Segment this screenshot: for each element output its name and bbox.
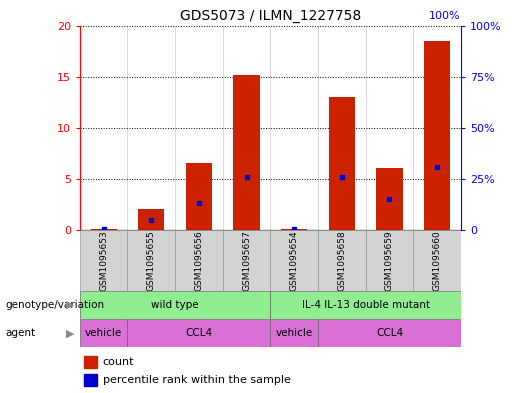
Bar [175, 230, 222, 291]
Title: GDS5073 / ILMN_1227758: GDS5073 / ILMN_1227758 [180, 9, 361, 23]
Bar [270, 230, 318, 291]
Text: GSM1095660: GSM1095660 [433, 230, 441, 291]
Bar [83, 374, 97, 386]
Text: agent: agent [5, 328, 35, 338]
Text: percentile rank within the sample: percentile rank within the sample [102, 375, 290, 385]
Bar [128, 319, 270, 347]
Bar [233, 75, 260, 230]
Bar [138, 209, 164, 230]
Text: CCL4: CCL4 [376, 328, 403, 338]
Bar [80, 291, 270, 319]
Text: genotype/variation: genotype/variation [5, 300, 104, 310]
Bar [376, 167, 403, 230]
Text: GSM1095654: GSM1095654 [290, 230, 299, 291]
Bar [270, 319, 318, 347]
Text: CCL4: CCL4 [185, 328, 213, 338]
Bar [222, 230, 270, 291]
Bar [318, 230, 366, 291]
Text: wild type: wild type [151, 300, 199, 310]
Bar [80, 319, 128, 347]
Text: IL-4 IL-13 double mutant: IL-4 IL-13 double mutant [302, 300, 430, 310]
Text: 100%: 100% [430, 11, 461, 22]
Bar [83, 356, 97, 368]
Bar [80, 230, 128, 291]
Text: count: count [102, 357, 134, 367]
Text: vehicle: vehicle [85, 328, 122, 338]
Bar [413, 230, 461, 291]
Text: vehicle: vehicle [276, 328, 313, 338]
Text: GSM1095655: GSM1095655 [147, 230, 156, 291]
Text: GSM1095656: GSM1095656 [195, 230, 203, 291]
Bar [318, 319, 461, 347]
Bar [128, 230, 175, 291]
Text: GSM1095658: GSM1095658 [337, 230, 346, 291]
Text: ▶: ▶ [66, 328, 75, 338]
Text: GSM1095653: GSM1095653 [99, 230, 108, 291]
Bar [270, 291, 461, 319]
Text: ▶: ▶ [66, 300, 75, 310]
Bar [366, 230, 413, 291]
Text: GSM1095659: GSM1095659 [385, 230, 394, 291]
Text: GSM1095657: GSM1095657 [242, 230, 251, 291]
Bar [186, 163, 212, 230]
Bar [424, 41, 450, 230]
Bar [329, 97, 355, 230]
